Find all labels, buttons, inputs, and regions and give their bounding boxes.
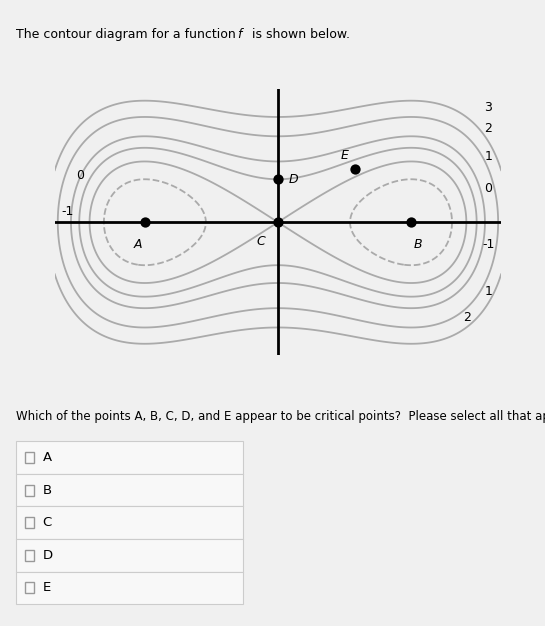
Text: Which of the points A, B, C, D, and E appear to be critical points?  Please sele: Which of the points A, B, C, D, and E ap… <box>16 410 545 423</box>
Text: 1: 1 <box>485 285 493 298</box>
Text: 0: 0 <box>76 169 84 182</box>
Text: C: C <box>256 235 265 248</box>
Text: E: E <box>43 582 51 594</box>
Text: A: A <box>134 238 142 250</box>
Text: is shown below.: is shown below. <box>248 28 350 41</box>
Text: C: C <box>43 516 52 529</box>
Text: 0: 0 <box>485 182 493 195</box>
Text: 2: 2 <box>485 122 493 135</box>
Text: D: D <box>289 173 299 186</box>
Text: -1: -1 <box>482 238 495 251</box>
Point <box>407 217 415 227</box>
Text: B: B <box>43 484 52 496</box>
Text: B: B <box>414 238 422 250</box>
Point <box>274 174 282 184</box>
Text: -1: -1 <box>61 205 74 218</box>
Text: f: f <box>237 28 241 41</box>
Text: 3: 3 <box>485 101 493 113</box>
Point <box>274 217 282 227</box>
Text: A: A <box>43 451 52 464</box>
Text: E: E <box>341 149 348 162</box>
Text: 2: 2 <box>463 311 471 324</box>
Point <box>141 217 149 227</box>
Point <box>351 164 360 174</box>
Text: The contour diagram for a function: The contour diagram for a function <box>16 28 240 41</box>
Text: 1: 1 <box>485 150 493 163</box>
Text: D: D <box>43 549 53 562</box>
